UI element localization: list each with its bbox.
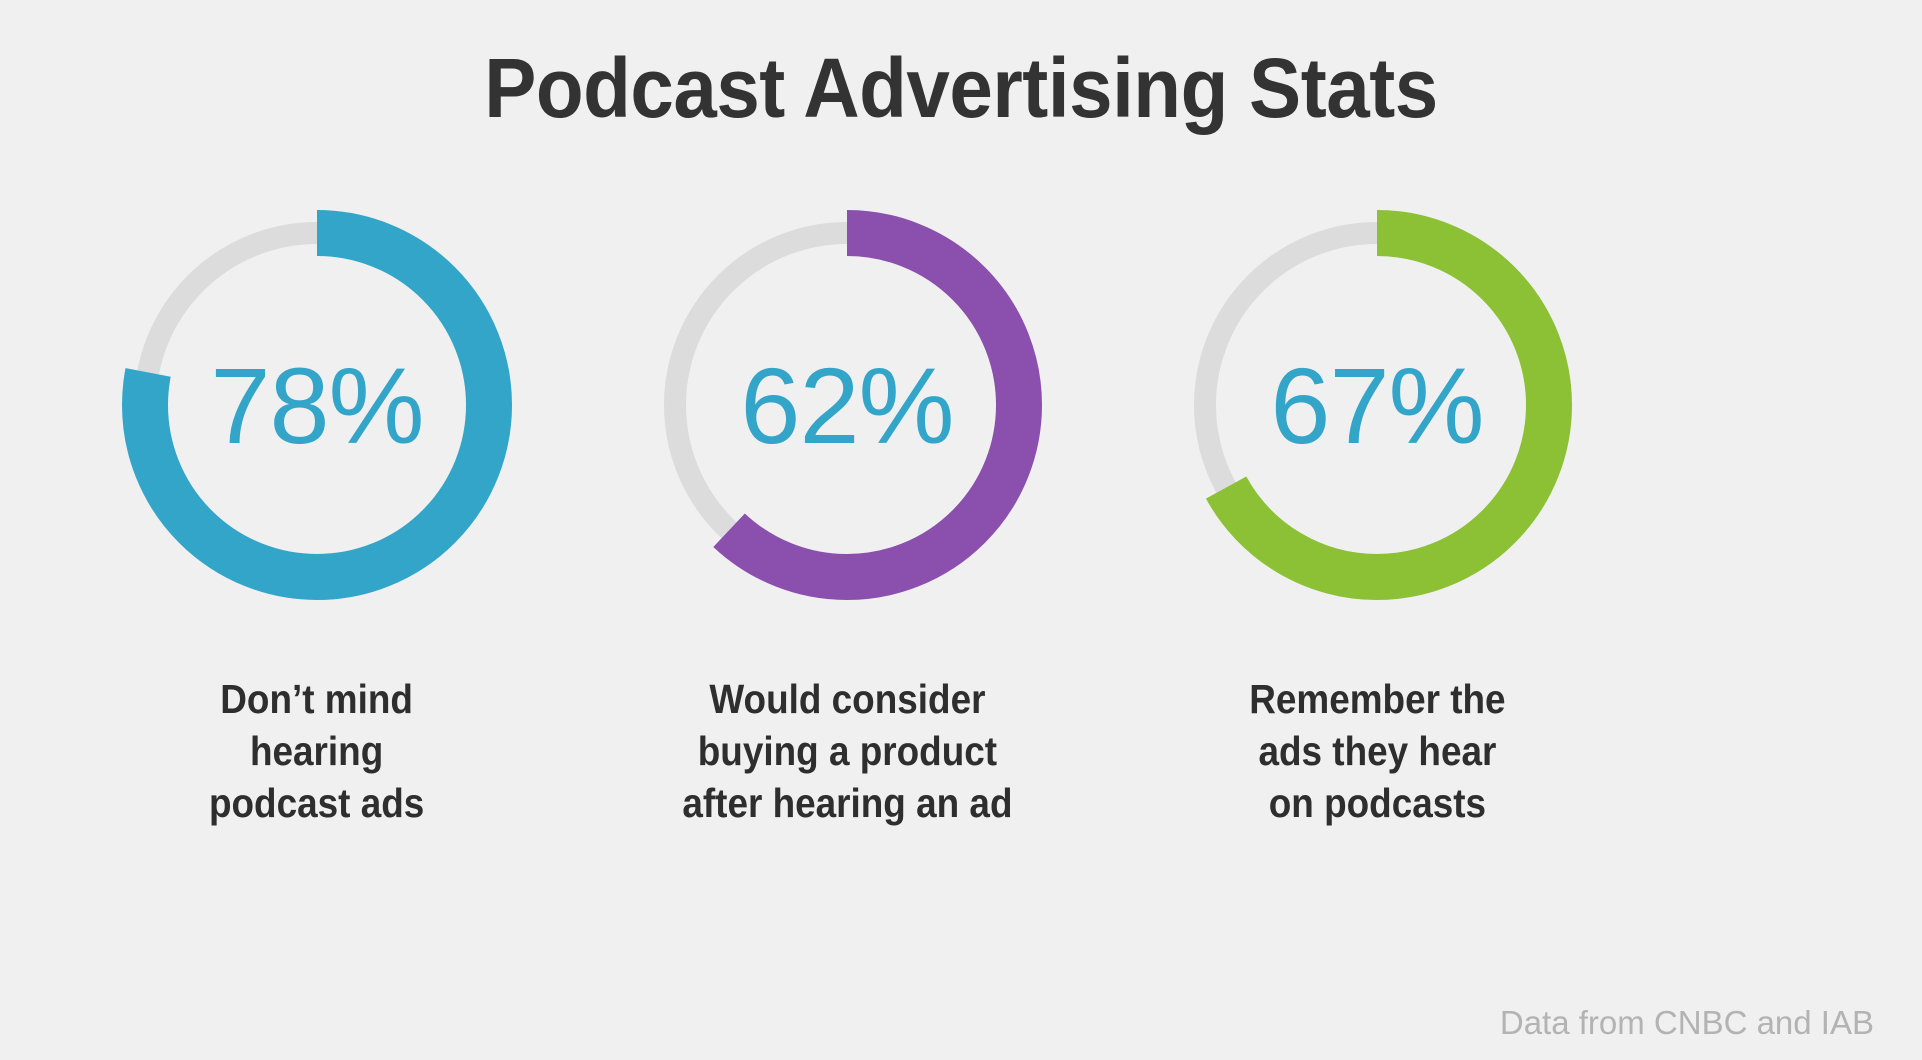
- stat-caption-1: Don’t mind hearing podcast ads: [209, 676, 425, 827]
- donut-charts-row: 78% Don’t mind hearing podcast ads 62% W…: [0, 175, 1922, 829]
- donut-arc-2: [652, 210, 1042, 600]
- page-title: Podcast Advertising Stats: [484, 41, 1438, 135]
- data-source-note: Data from CNBC and IAB: [1499, 1004, 1874, 1041]
- donut-svg-3: [1182, 210, 1572, 600]
- donut-chart-1: 78%: [87, 175, 547, 635]
- donut-chart-3: 67%: [1147, 175, 1607, 635]
- donut-chart-2: 62%: [617, 175, 1077, 635]
- stat-caption-3: Remember the ads they hear on podcasts: [1248, 676, 1506, 827]
- stat-block-2: 62% Would consider buying a product afte…: [582, 175, 1112, 829]
- stat-block-1: 78% Don’t mind hearing podcast ads: [52, 175, 582, 829]
- stat-caption-2: Would consider buying a product after he…: [681, 676, 1013, 827]
- stat-block-3: 67% Remember the ads they hear on podcas…: [1112, 175, 1642, 829]
- donut-svg-2: [652, 210, 1042, 600]
- donut-arc-1: [122, 210, 512, 600]
- donut-arc-3: [1182, 210, 1572, 600]
- donut-svg-1: [122, 210, 512, 600]
